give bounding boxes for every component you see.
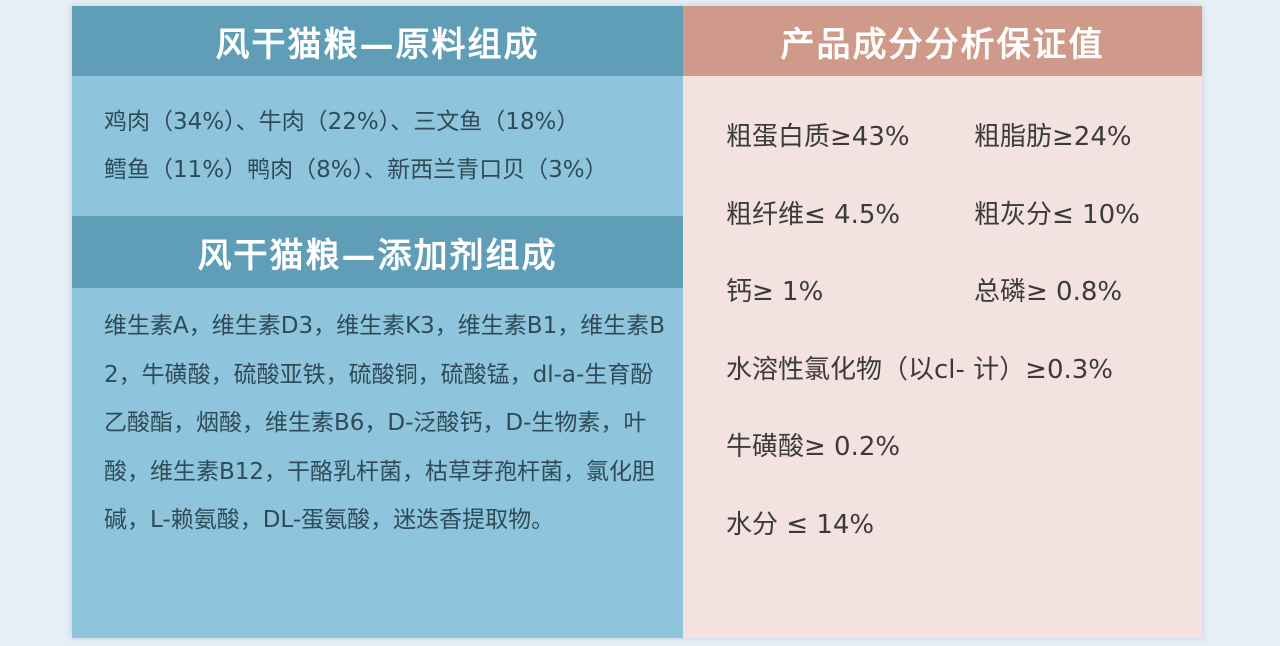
analysis-item-fat: 粗脂肪≥24% <box>974 122 1132 152</box>
ingredients-list: 鸡肉（34%）、牛肉（22%）、三文鱼（18%） 鳕鱼（11%）鸭肉（8%）、新… <box>104 98 674 194</box>
analysis-item-taurine: 牛磺酸≥ 0.2% <box>726 432 901 462</box>
additives-list: 维生素A，维生素D3，维生素K3，维生素B1，维生素B2，牛磺酸，硫酸亚铁，硫酸… <box>104 313 665 533</box>
analysis-item-fiber: 粗纤维≤ 4.5% <box>726 199 901 230</box>
analysis-row: 水溶性氯化物（以cl- 计）≥0.3% <box>726 349 1196 427</box>
analysis-row: 牛磺酸≥ 0.2% <box>726 426 1196 504</box>
analysis-row: 粗蛋白质≥43% 粗脂肪≥24% <box>726 116 1196 194</box>
analysis-row: 钙≥ 1% 总磷≥ 0.8% <box>726 271 1196 349</box>
analysis-section: 产品成分分析保证值 粗蛋白质≥43% 粗脂肪≥24% 粗纤维≤ 4.5% 粗灰分… <box>683 6 1202 638</box>
ingredients-line: 鳕鱼（11%）鸭肉（8%）、新西兰青口贝（3%） <box>104 157 608 183</box>
analysis-item-calcium: 钙≥ 1% <box>726 277 824 307</box>
additives-title: 风干猫粮—添加剂组成 <box>72 216 683 288</box>
ingredients-title: 风干猫粮—原料组成 <box>72 6 683 76</box>
analysis-table: 粗蛋白质≥43% 粗脂肪≥24% 粗纤维≤ 4.5% 粗灰分≤ 10% 钙≥ 1… <box>726 116 1196 581</box>
analysis-item-ash: 粗灰分≤ 10% <box>974 199 1140 230</box>
analysis-row: 粗纤维≤ 4.5% 粗灰分≤ 10% <box>726 194 1196 272</box>
analysis-item-moisture: 水分 ≤ 14% <box>726 509 875 540</box>
analysis-item-chloride: 水溶性氯化物（以cl- 计）≥0.3% <box>726 354 1114 385</box>
analysis-row: 水分 ≤ 14% <box>726 504 1196 582</box>
analysis-item-phosphorus: 总磷≥ 0.8% <box>974 277 1123 307</box>
analysis-title: 产品成分分析保证值 <box>683 6 1202 76</box>
product-info-panel: 风干猫粮—原料组成 鸡肉（34%）、牛肉（22%）、三文鱼（18%） 鳕鱼（11… <box>72 6 1202 638</box>
analysis-item-protein: 粗蛋白质≥43% <box>726 122 910 152</box>
composition-section: 风干猫粮—原料组成 鸡肉（34%）、牛肉（22%）、三文鱼（18%） 鳕鱼（11… <box>72 6 683 638</box>
ingredients-line: 鸡肉（34%）、牛肉（22%）、三文鱼（18%） <box>104 109 580 135</box>
